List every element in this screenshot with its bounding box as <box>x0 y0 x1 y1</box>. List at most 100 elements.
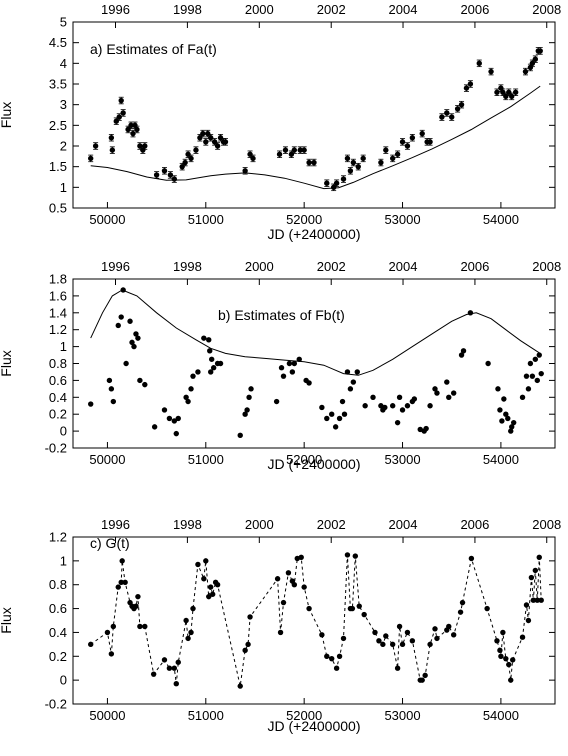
x-tick-label: 50000 <box>89 212 125 227</box>
data-point <box>506 661 512 668</box>
y-tick-label: 1.2 <box>49 322 67 337</box>
data-point <box>439 114 445 120</box>
data-point <box>404 629 411 636</box>
series-line <box>90 554 542 687</box>
data-point <box>150 671 157 677</box>
y-axis-label: Flux <box>0 102 14 128</box>
data-point <box>118 97 124 104</box>
x-tick-label: 50000 <box>89 452 125 467</box>
data-point <box>354 369 360 375</box>
data-point <box>394 419 401 426</box>
data-point <box>125 126 131 133</box>
year-tick-label: 2002 <box>317 259 346 274</box>
data-point <box>529 60 536 67</box>
data-point <box>528 574 535 581</box>
data-point <box>458 101 465 108</box>
data-point <box>499 418 505 424</box>
y-tick-label: 4 <box>60 56 67 71</box>
data-point <box>344 155 351 162</box>
data-point <box>296 356 302 362</box>
data-point <box>175 415 181 422</box>
data-point <box>301 147 307 153</box>
data-point <box>182 159 188 166</box>
data-point <box>151 424 158 430</box>
data-point <box>380 641 386 648</box>
data-point <box>349 605 356 612</box>
data-point <box>329 655 335 662</box>
y-tick-label: 0.2 <box>49 407 67 422</box>
data-point <box>503 411 509 417</box>
y-tick-label: 1.5 <box>49 159 67 174</box>
data-point <box>217 135 224 141</box>
data-point <box>519 394 526 400</box>
year-tick-label: 2000 <box>245 517 274 532</box>
data-point <box>282 147 289 153</box>
data-point <box>536 352 542 358</box>
data-point <box>179 163 185 170</box>
data-point <box>532 356 539 362</box>
data-point <box>306 380 312 386</box>
data-point <box>324 180 330 186</box>
data-point <box>183 617 189 624</box>
data-point <box>534 597 540 603</box>
data-point <box>527 64 534 71</box>
data-point <box>347 386 354 392</box>
model-curve <box>90 85 541 190</box>
model-curve <box>90 289 541 376</box>
y-tick-label: 2.5 <box>49 118 67 133</box>
data-point <box>205 130 211 137</box>
y-tick-label: 5 <box>60 15 67 30</box>
data-point <box>244 407 250 413</box>
data-point <box>88 641 94 648</box>
y-tick-label: 0.8 <box>49 577 67 592</box>
panel-label: c) G(t) <box>90 535 130 551</box>
data-point <box>411 396 418 402</box>
data-point <box>458 352 465 358</box>
year-tick-label: 2006 <box>460 517 489 532</box>
data-point <box>214 143 221 149</box>
data-point <box>530 597 537 603</box>
year-tick-label: 2002 <box>317 2 346 17</box>
data-point <box>188 386 194 392</box>
data-point <box>195 561 201 568</box>
data-point <box>214 582 221 588</box>
data-point <box>427 403 433 409</box>
x-tick-label: 51000 <box>188 212 224 227</box>
data-point <box>532 56 539 62</box>
data-point <box>333 665 340 671</box>
year-tick-label: 2000 <box>245 2 274 17</box>
data-point <box>355 163 361 170</box>
year-tick-label: 2008 <box>532 2 561 17</box>
data-point <box>185 398 191 405</box>
data-point <box>394 665 401 671</box>
data-point <box>306 159 312 166</box>
data-point <box>427 641 433 648</box>
data-point <box>207 348 213 354</box>
x-tick-label: 51000 <box>188 452 224 467</box>
panel-3: 50000 51000 52000 53000 54000 1996 1998 2000 200… <box>0 517 561 734</box>
data-point <box>137 623 143 630</box>
year-tick-label: 2008 <box>532 259 561 274</box>
data-point <box>494 89 500 95</box>
data-point <box>506 89 512 95</box>
data-point <box>142 381 148 388</box>
year-tick-label: 1998 <box>173 517 202 532</box>
data-point <box>376 638 382 644</box>
data-point <box>476 60 482 67</box>
data-point <box>503 93 509 100</box>
data-point <box>396 394 403 400</box>
data-point <box>399 641 406 648</box>
y-tick-label: -0.2 <box>45 441 67 456</box>
y-tick-label: 0 <box>60 673 67 688</box>
data-point <box>446 623 452 630</box>
data-point <box>201 335 207 341</box>
data-point <box>197 135 203 141</box>
data-point <box>130 130 136 137</box>
data-point <box>108 135 115 141</box>
data-point <box>434 635 440 642</box>
data-point <box>525 617 532 624</box>
data-point <box>497 407 503 413</box>
data-point <box>319 404 325 411</box>
data-point <box>457 609 464 615</box>
data-point <box>245 641 251 648</box>
